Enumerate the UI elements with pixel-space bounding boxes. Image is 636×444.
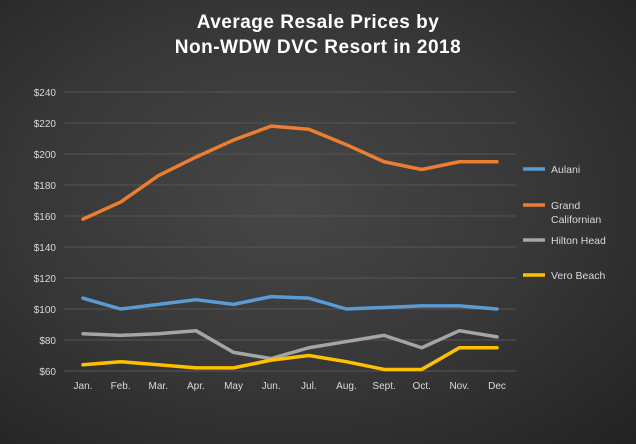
y-tick-label: $180	[34, 181, 57, 192]
x-tick-label: Oct.	[413, 381, 431, 392]
chart-title-line-1: Average Resale Prices by	[196, 12, 440, 33]
x-tick-label: Aug.	[336, 381, 357, 392]
legend-label-vero-beach: Vero Beach	[551, 270, 605, 282]
chart-title-line-2: Non-WDW DVC Resort in 2018	[174, 37, 462, 58]
x-tick-label: Nov.	[449, 381, 469, 392]
x-tick-label: Jan.	[74, 381, 93, 392]
y-tick-label: $140	[34, 243, 57, 254]
series-line-hilton-head	[81, 328, 499, 361]
legend-label-aulani: Aulani	[551, 164, 580, 176]
legend-label-grand-californian: Grand	[551, 200, 580, 212]
y-tick-label: $60	[39, 367, 56, 378]
x-tick-label: Jun.	[262, 381, 281, 392]
x-tick-label: Jul.	[301, 381, 317, 392]
x-tick-label: May	[224, 381, 243, 392]
legend-label-grand-californian: Californian	[551, 214, 601, 226]
x-tick-label: Sept.	[372, 381, 395, 392]
series-line-grand-californian	[81, 124, 499, 221]
chart-title: Average Resale Prices by Non-WDW DVC Res…	[0, 10, 636, 60]
series-line-vero-beach	[81, 346, 499, 372]
legend-label-hilton-head: Hilton Head	[551, 235, 606, 247]
y-tick-label: $80	[39, 336, 56, 347]
x-tick-label: Dec	[488, 381, 506, 392]
y-tick-label: $160	[34, 212, 57, 223]
x-tick-label: Feb.	[111, 381, 131, 392]
y-tick-label: $220	[34, 119, 57, 130]
y-tick-label: $100	[34, 305, 57, 316]
x-tick-label: Mar.	[149, 381, 168, 392]
series-line-aulani	[81, 294, 499, 311]
y-tick-label: $240	[34, 88, 57, 99]
y-tick-label: $200	[34, 150, 57, 161]
y-tick-label: $120	[34, 274, 57, 285]
x-tick-label: Apr.	[187, 381, 205, 392]
